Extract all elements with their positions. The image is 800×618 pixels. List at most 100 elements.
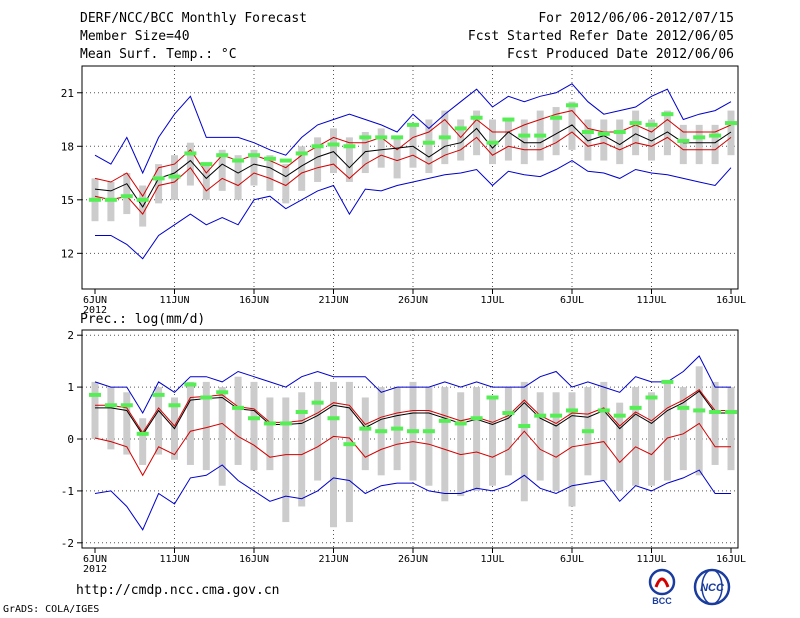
temp-xtick-label: 6JUL	[560, 295, 584, 306]
temp-ensemble-box	[679, 124, 687, 165]
temp-climatology-mark	[454, 126, 467, 131]
prec-xtick-label: 16JUL	[716, 554, 746, 565]
prec-climatology-mark	[454, 421, 467, 426]
svg-text:NCC: NCC	[700, 582, 725, 594]
temp-max-line	[94, 83, 732, 175]
prec-climatology-mark	[327, 416, 340, 421]
prec-climatology-mark	[359, 426, 372, 431]
prec-climatology-mark	[534, 413, 547, 418]
prec-xtick-label: 11JUL	[636, 554, 666, 565]
prec-xtick-label: 6JUN	[83, 554, 107, 565]
prec-min-line	[94, 464, 731, 531]
temp-climatology-mark	[677, 138, 690, 143]
prec-ensemble-box	[695, 366, 703, 476]
temp-climatology-mark	[629, 121, 642, 126]
temp-climatology-mark	[391, 135, 404, 140]
prec-ensemble-box	[536, 392, 544, 481]
temp-ensemble-box	[234, 155, 242, 200]
temp-climatology-mark	[311, 144, 324, 149]
temp-ensemble-box	[695, 124, 703, 165]
prec-climatology-mark	[725, 410, 737, 415]
prec-ensemble-box	[552, 392, 560, 491]
temp-ensemble-box	[330, 128, 337, 174]
prec-climatology-mark	[407, 429, 419, 434]
prec-panel-title: Prec.: log(mm/d)	[80, 312, 205, 327]
temp-lower-line	[94, 131, 732, 215]
prec-climatology-mark	[343, 442, 356, 447]
footer-url[interactable]: http://cmdp.ncc.cma.gov.cn	[76, 583, 280, 598]
prec-frame	[81, 329, 739, 549]
prec-ytick-label: -1	[61, 485, 74, 498]
temp-climatology-mark	[263, 156, 276, 161]
prec-climatology-mark	[120, 403, 133, 408]
temp-ensemble-box	[266, 155, 274, 191]
temp-climatology-mark	[104, 197, 117, 202]
svg-text:BCC: BCC	[652, 596, 672, 606]
temp-climatology-mark	[279, 158, 292, 163]
temp-min-line	[95, 160, 732, 260]
produced-date: Fcst Produced Date 2012/06/06	[507, 47, 734, 62]
prec-lower-line	[94, 422, 731, 477]
temp-ensemble-box	[202, 164, 210, 200]
temp-ensemble-box	[218, 149, 226, 191]
prec-ensemble-box	[504, 387, 512, 476]
prec-ensemble-box	[489, 397, 496, 486]
prec-climatology-mark	[550, 413, 563, 418]
temp-ensemble-box	[711, 124, 719, 165]
temp-climatology-mark	[550, 115, 563, 120]
temp-climatology-mark	[709, 133, 722, 138]
prec-ensemble-box	[361, 397, 369, 471]
prec-climatology-mark	[709, 410, 722, 415]
prec-climatology-mark	[295, 410, 308, 415]
prec-ensemble-box	[107, 387, 115, 450]
prec-ensemble-box	[425, 387, 433, 486]
prec-ensemble-box	[234, 376, 242, 465]
temp-ensemble-box	[600, 119, 608, 161]
prec-ensemble-box	[218, 387, 226, 486]
prec-max-line	[94, 355, 731, 415]
ncc-logo: NCC	[693, 568, 731, 606]
temp-ensemble-box	[345, 137, 353, 182]
grads-credit: GrADS: COLA/IGES	[3, 604, 100, 615]
prec-xtick-label: 21JUN	[318, 554, 348, 565]
temp-ensemble-box	[377, 128, 385, 168]
temp-climatology-mark	[216, 153, 229, 158]
prec-climatology-mark	[597, 408, 610, 413]
temp-climatology-mark	[597, 131, 610, 136]
prec-ensemble-box	[345, 381, 353, 523]
prec-ensemble-box	[520, 381, 528, 502]
prec-ensemble-box	[123, 392, 131, 455]
prec-climatology-mark	[438, 418, 451, 423]
member-size: Member Size=40	[80, 29, 190, 44]
temp-ensemble-box	[632, 110, 640, 156]
prec-climatology-mark	[422, 429, 435, 434]
temp-climatology-mark	[359, 135, 372, 140]
prec-climatology-mark	[566, 408, 578, 413]
temp-ensemble-box	[393, 137, 401, 179]
prec-ytick-label: 2	[67, 329, 74, 342]
temp-ensemble-box	[648, 119, 655, 161]
temp-climatology-mark	[613, 130, 626, 135]
prec-climatology-mark	[279, 421, 292, 426]
prec-ytick-label: 0	[67, 433, 74, 446]
prec-ensemble-box	[186, 381, 194, 465]
temp-ensemble-box	[552, 107, 560, 156]
prec-climatology-mark	[581, 429, 594, 434]
temp-climatology-mark	[486, 140, 499, 145]
temp-climatology-mark	[200, 162, 213, 167]
prec-climatology-mark	[375, 429, 388, 434]
prec-ensemble-box	[330, 381, 337, 528]
forecast-period: For 2012/06/06-2012/07/15	[538, 11, 734, 26]
prec-climatology-mark	[200, 395, 213, 400]
temp-mean-line	[94, 124, 732, 208]
prec-ensemble-box	[155, 387, 163, 455]
chart-title: DERF/NCC/BCC Monthly Forecast	[80, 11, 307, 26]
prec-xtick-label: 26JUN	[398, 554, 428, 565]
prec-ensemble-box	[441, 387, 449, 502]
prec-ensemble-box	[91, 381, 99, 439]
temp-climatology-mark	[136, 197, 149, 202]
temp-xtick-label: 26JUN	[398, 295, 428, 306]
prec-climatology-mark	[470, 416, 483, 421]
temp-ensemble-box	[663, 110, 671, 156]
